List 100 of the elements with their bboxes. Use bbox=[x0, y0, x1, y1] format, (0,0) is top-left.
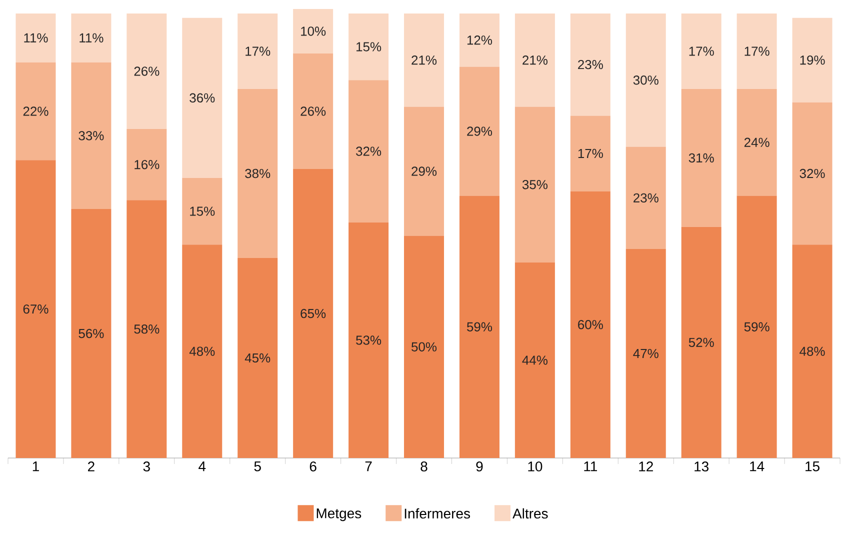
data-label: 65% bbox=[300, 308, 326, 318]
data-label: 36% bbox=[190, 93, 215, 103]
x-tick-label: 9 bbox=[476, 462, 483, 472]
x-tick-label: 10 bbox=[528, 462, 542, 472]
data-label: 60% bbox=[578, 320, 603, 330]
bar bbox=[514, 13, 555, 107]
bar bbox=[293, 8, 334, 54]
data-label: 15% bbox=[190, 206, 215, 216]
data-label: 45% bbox=[244, 353, 270, 363]
data-label: 59% bbox=[744, 322, 770, 332]
data-label: 31% bbox=[688, 153, 714, 163]
bar bbox=[293, 53, 334, 170]
data-label: 32% bbox=[356, 146, 382, 156]
bar bbox=[626, 146, 666, 250]
data-label: 23% bbox=[578, 60, 603, 70]
bar bbox=[126, 200, 167, 458]
x-tick-label: 12 bbox=[639, 462, 653, 472]
x-tick-label: 2 bbox=[88, 462, 94, 472]
x-tick-label: 11 bbox=[584, 462, 597, 472]
bar bbox=[71, 13, 112, 62]
bar bbox=[348, 222, 389, 458]
x-tick-label: 15 bbox=[806, 462, 820, 472]
x-tick-label: 4 bbox=[198, 462, 206, 472]
bar bbox=[681, 226, 722, 458]
bar bbox=[681, 89, 722, 227]
x-tick-label: 6 bbox=[310, 462, 316, 472]
bar bbox=[71, 62, 112, 210]
x-tick-label: 3 bbox=[143, 462, 150, 472]
bar bbox=[459, 66, 500, 196]
data-label: 26% bbox=[300, 106, 326, 116]
data-label: 48% bbox=[189, 346, 215, 356]
data-label: 30% bbox=[633, 76, 658, 85]
bar bbox=[182, 244, 222, 458]
bar bbox=[71, 209, 112, 458]
data-label: 47% bbox=[633, 348, 658, 358]
data-label: 12% bbox=[467, 36, 492, 45]
bar bbox=[736, 13, 777, 90]
bar bbox=[514, 262, 555, 458]
x-tick-label: 14 bbox=[750, 462, 764, 472]
bar bbox=[182, 18, 222, 178]
data-label: 16% bbox=[134, 160, 160, 170]
bar bbox=[238, 13, 278, 90]
data-label: 67% bbox=[23, 304, 48, 314]
data-label: 35% bbox=[522, 180, 548, 190]
bar bbox=[626, 13, 666, 147]
bar bbox=[404, 236, 444, 458]
data-label: 21% bbox=[522, 56, 548, 65]
bar bbox=[16, 62, 56, 160]
bar bbox=[792, 244, 832, 458]
data-label: 15% bbox=[356, 42, 382, 52]
bar bbox=[736, 89, 777, 196]
bar bbox=[404, 13, 444, 107]
bar bbox=[126, 129, 167, 200]
bar bbox=[570, 13, 610, 116]
bar bbox=[238, 258, 278, 458]
data-label: 53% bbox=[356, 336, 382, 345]
data-label: 10% bbox=[301, 26, 326, 36]
bar bbox=[404, 106, 444, 236]
x-tick-label: 5 bbox=[254, 462, 261, 472]
bar bbox=[348, 80, 389, 222]
data-label: 38% bbox=[245, 168, 270, 178]
x-tick-label: 13 bbox=[694, 462, 709, 472]
data-label: 52% bbox=[688, 338, 714, 348]
data-label: 32% bbox=[800, 168, 825, 178]
data-label: 29% bbox=[412, 166, 437, 176]
bar bbox=[293, 169, 334, 458]
x-tick-label: 1 bbox=[32, 462, 39, 472]
x-tick-label: 8 bbox=[420, 462, 428, 472]
bar bbox=[792, 102, 832, 245]
data-label: 23% bbox=[634, 193, 658, 203]
bar bbox=[459, 13, 500, 67]
bar bbox=[16, 160, 56, 458]
data-label: 59% bbox=[466, 322, 492, 332]
data-label: 29% bbox=[467, 126, 492, 136]
bar bbox=[514, 106, 555, 262]
bar bbox=[681, 13, 722, 90]
data-label: 17% bbox=[246, 46, 270, 56]
bar bbox=[182, 178, 222, 245]
data-label: 44% bbox=[522, 356, 548, 365]
data-label: 22% bbox=[23, 106, 48, 116]
data-label: 11% bbox=[24, 33, 48, 42]
data-label: 50% bbox=[412, 342, 437, 352]
data-label: 17% bbox=[744, 46, 770, 56]
bar bbox=[16, 13, 56, 62]
bar bbox=[126, 13, 167, 130]
data-label: 11% bbox=[80, 33, 104, 42]
data-label: 19% bbox=[800, 56, 825, 65]
data-label: 21% bbox=[412, 56, 437, 65]
bar bbox=[626, 249, 666, 458]
legend-label: Infermeres bbox=[404, 508, 470, 519]
data-label: 17% bbox=[689, 46, 714, 56]
bar bbox=[238, 89, 278, 258]
bar bbox=[459, 196, 500, 458]
data-label: 33% bbox=[78, 131, 104, 140]
bar bbox=[792, 18, 832, 102]
bar bbox=[736, 196, 777, 458]
bar bbox=[570, 191, 610, 458]
data-label: 58% bbox=[134, 324, 160, 334]
x-tick-label: 7 bbox=[365, 462, 372, 472]
data-label: 48% bbox=[800, 346, 825, 356]
